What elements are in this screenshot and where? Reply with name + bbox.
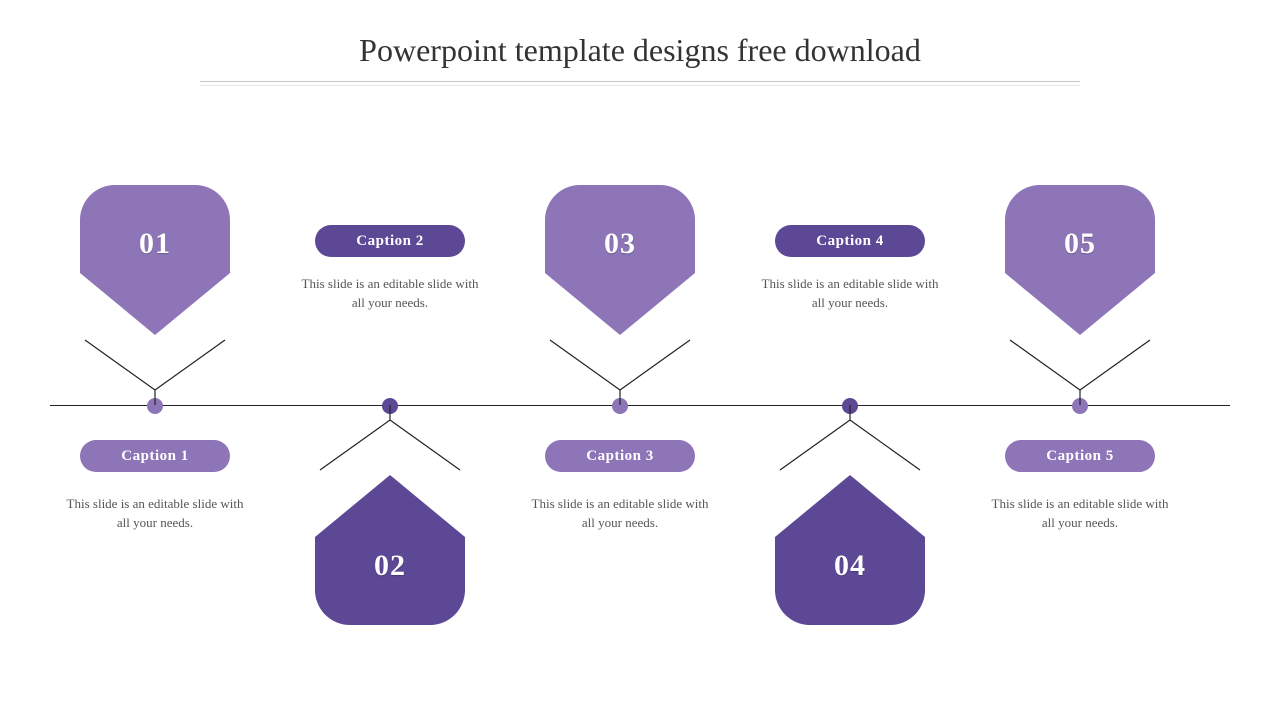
- timeline-number: 05: [1064, 227, 1096, 261]
- timeline-number: 02: [374, 549, 406, 583]
- timeline-number: 04: [834, 549, 866, 583]
- timeline-caption: Caption 4: [775, 225, 925, 257]
- timeline-body: This slide is an editable slide with all…: [525, 495, 715, 533]
- timeline-caption: Caption 1: [80, 440, 230, 472]
- timeline-body: This slide is an editable slide with all…: [60, 495, 250, 533]
- timeline-body: This slide is an editable slide with all…: [295, 275, 485, 313]
- timeline-connector: [315, 405, 465, 475]
- timeline-axis: [50, 405, 1230, 406]
- timeline-body: This slide is an editable slide with all…: [755, 275, 945, 313]
- timeline-shield: 03: [545, 185, 695, 335]
- timeline-shield: 05: [1005, 185, 1155, 335]
- timeline-connector: [80, 335, 230, 405]
- timeline-shield: 02: [315, 475, 465, 625]
- timeline-number: 01: [139, 227, 171, 261]
- timeline-body: This slide is an editable slide with all…: [985, 495, 1175, 533]
- timeline-connector: [775, 405, 925, 475]
- timeline-caption: Caption 3: [545, 440, 695, 472]
- timeline-number: 03: [604, 227, 636, 261]
- timeline-caption: Caption 2: [315, 225, 465, 257]
- timeline-caption: Caption 5: [1005, 440, 1155, 472]
- timeline-shield: 04: [775, 475, 925, 625]
- timeline-shield: 01: [80, 185, 230, 335]
- timeline-connector: [1005, 335, 1155, 405]
- page-title: Powerpoint template designs free downloa…: [0, 0, 1280, 69]
- title-underline: [200, 81, 1080, 82]
- timeline-connector: [545, 335, 695, 405]
